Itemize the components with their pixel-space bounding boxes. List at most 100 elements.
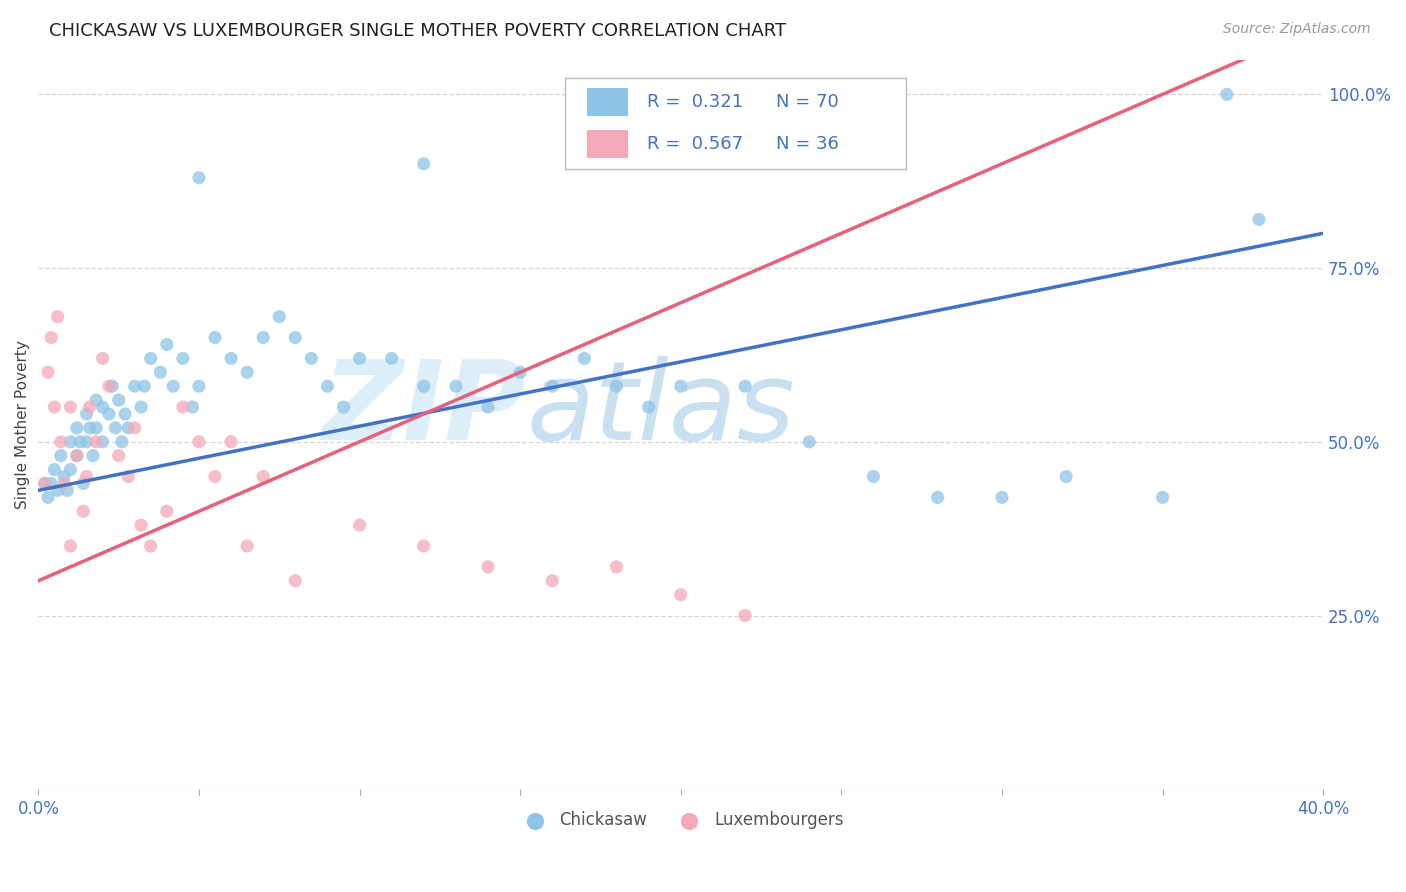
Point — [76, 469, 98, 483]
Bar — [586, 88, 628, 116]
Point — [107, 449, 129, 463]
Point — [162, 379, 184, 393]
Point — [477, 559, 499, 574]
Point — [541, 379, 564, 393]
Point — [927, 491, 949, 505]
Point — [269, 310, 291, 324]
Point — [187, 434, 209, 449]
Point — [236, 539, 259, 553]
Point — [59, 462, 82, 476]
Point — [104, 421, 127, 435]
Point — [46, 483, 69, 498]
Point — [66, 449, 89, 463]
Point — [134, 379, 156, 393]
Point — [541, 574, 564, 588]
Point — [187, 170, 209, 185]
Point — [637, 400, 659, 414]
Point — [412, 539, 434, 553]
Point — [37, 491, 59, 505]
Point — [49, 449, 72, 463]
Point — [117, 469, 139, 483]
Point — [284, 330, 307, 344]
Point — [124, 379, 146, 393]
Point — [316, 379, 339, 393]
Point — [72, 504, 94, 518]
Point — [219, 351, 242, 366]
Point — [1216, 87, 1239, 102]
Point — [187, 379, 209, 393]
Point — [605, 559, 627, 574]
Point — [252, 330, 274, 344]
Text: Source: ZipAtlas.com: Source: ZipAtlas.com — [1223, 22, 1371, 37]
Point — [84, 393, 107, 408]
Point — [284, 574, 307, 588]
Point — [69, 434, 91, 449]
Point — [98, 379, 121, 393]
Point — [669, 379, 692, 393]
Point — [72, 476, 94, 491]
Point — [412, 157, 434, 171]
Point — [84, 421, 107, 435]
Point — [91, 400, 114, 414]
Text: ZIP: ZIP — [323, 356, 527, 463]
Point — [39, 330, 62, 344]
Point — [53, 469, 76, 483]
Point — [156, 337, 179, 351]
Point — [66, 421, 89, 435]
Point — [204, 330, 226, 344]
Point — [79, 400, 101, 414]
Point — [34, 476, 56, 491]
Point — [91, 351, 114, 366]
Point — [111, 434, 134, 449]
Point — [412, 379, 434, 393]
Point — [172, 400, 194, 414]
Text: R =  0.567: R = 0.567 — [647, 136, 744, 153]
Point — [46, 310, 69, 324]
Point — [53, 476, 76, 491]
Point — [204, 469, 226, 483]
Point — [734, 379, 756, 393]
Point — [349, 518, 371, 533]
Point — [252, 469, 274, 483]
Bar — [586, 130, 628, 158]
Point — [82, 449, 104, 463]
Point — [56, 483, 79, 498]
Point — [98, 407, 121, 421]
Point — [1152, 491, 1174, 505]
Point — [34, 476, 56, 491]
Point — [219, 434, 242, 449]
Point — [59, 434, 82, 449]
Y-axis label: Single Mother Poverty: Single Mother Poverty — [15, 340, 30, 508]
Point — [76, 407, 98, 421]
Point — [139, 539, 162, 553]
Point — [349, 351, 371, 366]
Point — [107, 393, 129, 408]
Point — [236, 365, 259, 379]
Point — [101, 379, 124, 393]
Point — [59, 539, 82, 553]
Point — [117, 421, 139, 435]
Point — [44, 400, 66, 414]
Point — [114, 407, 136, 421]
Point — [91, 434, 114, 449]
Point — [1054, 469, 1077, 483]
Point — [574, 351, 596, 366]
Point — [139, 351, 162, 366]
Point — [84, 434, 107, 449]
Point — [149, 365, 172, 379]
Point — [991, 491, 1014, 505]
Text: N = 36: N = 36 — [776, 136, 839, 153]
Point — [799, 434, 821, 449]
Point — [124, 421, 146, 435]
Point — [39, 476, 62, 491]
Text: N = 70: N = 70 — [776, 94, 838, 112]
Point — [444, 379, 467, 393]
Point — [79, 421, 101, 435]
Point — [862, 469, 884, 483]
Text: CHICKASAW VS LUXEMBOURGER SINGLE MOTHER POVERTY CORRELATION CHART: CHICKASAW VS LUXEMBOURGER SINGLE MOTHER … — [49, 22, 786, 40]
Text: atlas: atlas — [527, 356, 796, 463]
Point — [299, 351, 322, 366]
Point — [129, 518, 152, 533]
Point — [59, 400, 82, 414]
Point — [76, 434, 98, 449]
